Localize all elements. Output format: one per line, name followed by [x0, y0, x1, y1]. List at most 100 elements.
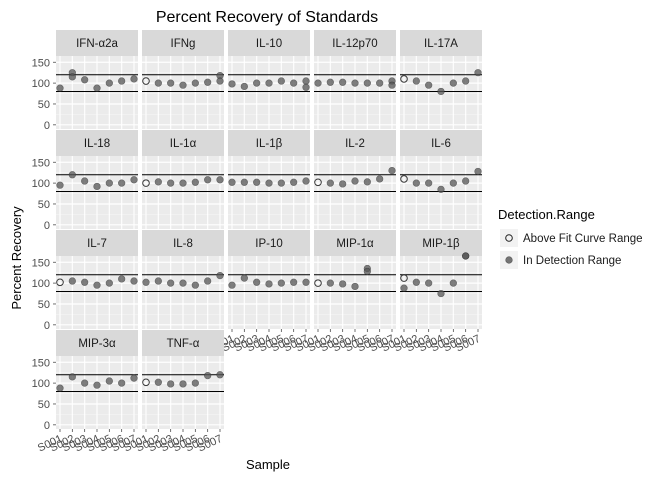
- legend-entry-label: Above Fit Curve Range: [523, 233, 643, 245]
- facet-strip: [228, 30, 310, 56]
- data-point-in-range: [216, 371, 224, 379]
- data-point-in-range: [253, 278, 261, 286]
- data-point-in-range: [93, 381, 101, 389]
- x-axis-label: Sample: [246, 457, 290, 472]
- data-point-in-range: [154, 277, 162, 285]
- data-point-in-range: [216, 272, 224, 280]
- data-point-in-range: [314, 79, 322, 87]
- data-point-in-range: [265, 179, 273, 187]
- facet-panel: IL-6: [400, 130, 482, 229]
- facet-panel: MIP-3α050100150S001S002S003S004S005S006S…: [32, 330, 138, 455]
- data-point-in-range: [400, 284, 408, 292]
- facet-strip-label: IL-12p70: [332, 38, 377, 50]
- y-tick-label: 50: [38, 299, 50, 311]
- data-point-in-range: [462, 77, 470, 85]
- data-point-in-range: [191, 178, 199, 186]
- data-point-above-range: [400, 175, 408, 183]
- data-point-in-range: [142, 278, 150, 286]
- data-point-in-range: [68, 277, 76, 285]
- facet-strip: [142, 230, 224, 256]
- data-point-in-range: [351, 177, 359, 185]
- y-tick-label: 0: [44, 320, 50, 332]
- facet-strip: [142, 30, 224, 56]
- y-tick-label: 150: [32, 257, 50, 269]
- data-point-above-range: [142, 77, 150, 85]
- data-point-in-range: [265, 280, 273, 288]
- data-point-in-range: [191, 281, 199, 289]
- data-point-in-range: [339, 78, 347, 86]
- y-tick-label: 100: [32, 278, 50, 290]
- data-point-in-range: [216, 77, 224, 85]
- facet-strip: [314, 130, 396, 156]
- data-point-in-range: [339, 280, 347, 288]
- facet-strip: [400, 130, 482, 156]
- data-point-in-range: [363, 178, 371, 186]
- data-point-in-range: [437, 87, 445, 96]
- data-point-in-range: [474, 69, 482, 77]
- data-point-in-range: [302, 77, 310, 85]
- data-point-in-range: [351, 79, 359, 87]
- data-point-in-range: [167, 79, 175, 87]
- facet-strip-label: IFNg: [171, 38, 196, 50]
- data-point-in-range: [363, 79, 371, 87]
- legend-title: Detection.Range: [498, 207, 595, 222]
- data-point-in-range: [277, 77, 285, 85]
- legend-entry-label: In Detection Range: [523, 255, 621, 267]
- legend-symbol-above-range: [505, 234, 513, 242]
- data-point-in-range: [81, 177, 89, 185]
- data-point-above-range: [314, 279, 322, 287]
- data-point-in-range: [253, 79, 261, 87]
- facet-strip-label: IL-6: [431, 138, 451, 150]
- data-point-in-range: [253, 178, 261, 186]
- data-point-in-range: [216, 176, 224, 184]
- y-tick-label: 100: [32, 178, 50, 190]
- data-point-in-range: [302, 177, 310, 185]
- data-point-in-range: [412, 77, 420, 85]
- data-point-in-range: [290, 278, 298, 286]
- data-point-above-range: [142, 378, 150, 387]
- data-point-in-range: [437, 185, 445, 193]
- data-point-in-range: [302, 83, 310, 91]
- y-tick-label: 150: [32, 57, 50, 69]
- data-point-in-range: [56, 84, 64, 92]
- data-point-in-range: [437, 289, 445, 298]
- facet-panel: IL-8: [142, 230, 224, 329]
- data-point-in-range: [167, 380, 175, 388]
- data-point-in-range: [130, 75, 138, 83]
- facet-strip-label: MIP-1β: [422, 238, 460, 250]
- facet-panel: IL-12p70: [314, 30, 396, 129]
- y-tick-label: 100: [32, 78, 50, 90]
- y-tick-label: 50: [38, 99, 50, 111]
- y-axis-label: Percent Recovery: [9, 206, 24, 310]
- data-point-above-range: [56, 278, 64, 287]
- data-point-in-range: [105, 79, 113, 87]
- legend-symbol-in-range: [505, 256, 513, 264]
- data-point-in-range: [326, 78, 334, 86]
- data-point-in-range: [93, 84, 101, 92]
- data-point-in-range: [376, 175, 384, 183]
- data-point-in-range: [118, 379, 126, 387]
- data-point-in-range: [462, 252, 470, 260]
- facet-panel: IL-1β: [228, 130, 310, 229]
- facet-panel: IL-10: [228, 30, 310, 129]
- data-point-in-range: [425, 81, 433, 89]
- data-point-in-range: [412, 278, 420, 286]
- data-point-in-range: [339, 180, 347, 188]
- facet-strip: [56, 30, 138, 56]
- data-point-above-range: [400, 75, 408, 83]
- facet-panel: IL-2: [314, 130, 396, 229]
- legend: Detection.Range Above Fit Curve Range In …: [498, 207, 643, 269]
- facet-strip: [56, 330, 138, 356]
- data-point-in-range: [228, 281, 236, 289]
- facet-strip-label: MIP-3α: [78, 338, 116, 350]
- data-point-in-range: [179, 279, 187, 287]
- data-point-in-range: [363, 267, 371, 276]
- data-point-in-range: [474, 167, 482, 176]
- facet-strip-label: MIP-1α: [336, 238, 374, 250]
- data-point-in-range: [179, 179, 187, 187]
- facet-strip: [314, 230, 396, 256]
- y-tick-label: 0: [44, 220, 50, 232]
- facet-panel: IP-10S001S002S003S004S005S006S007: [208, 230, 310, 355]
- facet-strip-label: IL-8: [173, 238, 193, 250]
- facet-strip: [142, 130, 224, 156]
